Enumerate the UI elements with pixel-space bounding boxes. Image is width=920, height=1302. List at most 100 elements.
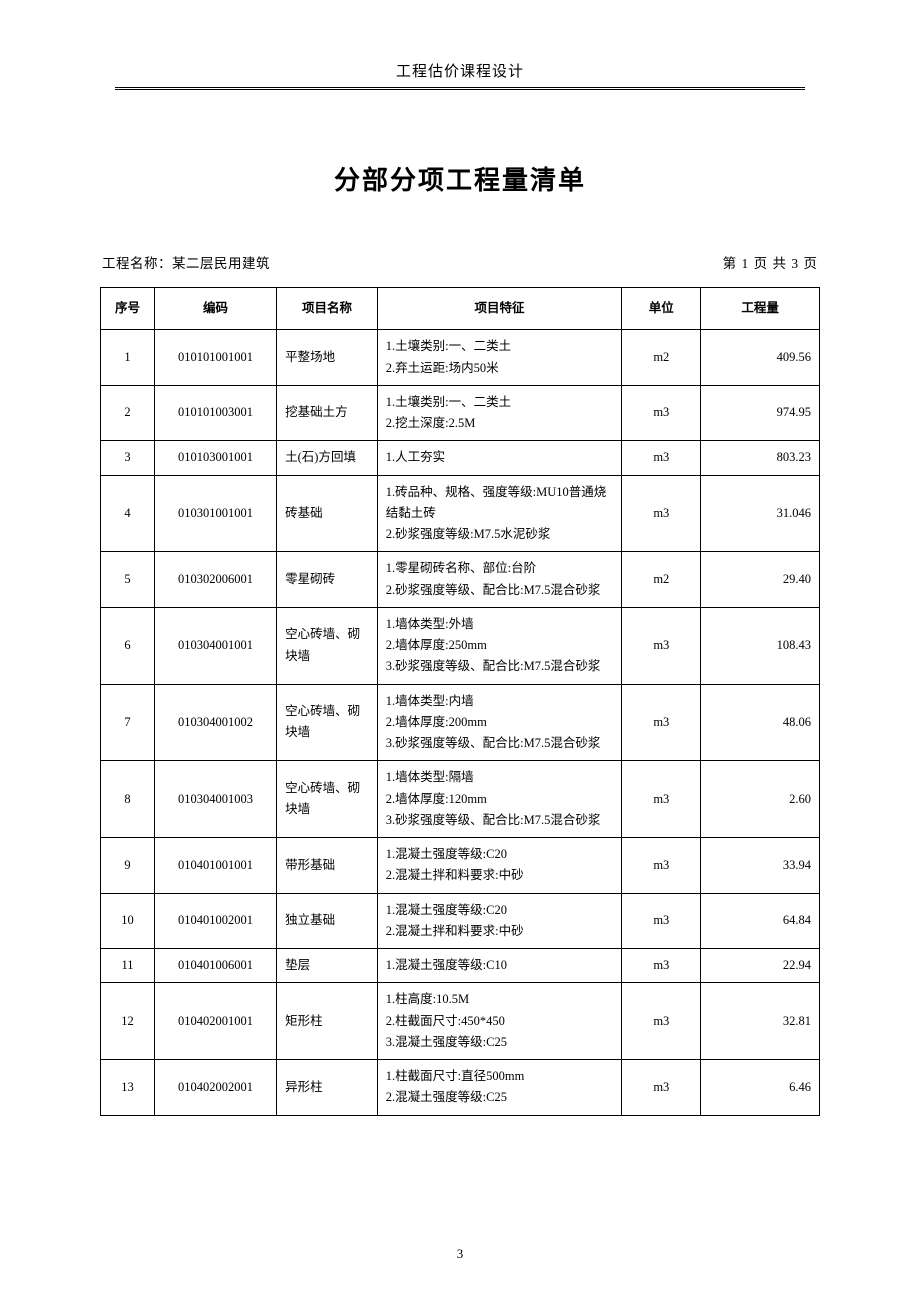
cell-unit: m3 <box>622 684 701 761</box>
cell-qty: 33.94 <box>701 838 820 894</box>
col-header-seq: 序号 <box>101 288 155 330</box>
project-name-label: 工程名称：某二层民用建筑 <box>102 252 270 272</box>
header-title: 工程估价课程设计 <box>396 60 524 87</box>
cell-name: 异形柱 <box>277 1060 378 1116</box>
cell-code: 010101001001 <box>154 330 276 386</box>
cell-unit: m3 <box>622 385 701 441</box>
bill-of-quantities-table: 序号 编码 项目名称 项目特征 单位 工程量 1010101001001平整场地… <box>100 287 820 1116</box>
cell-code: 010101003001 <box>154 385 276 441</box>
cell-unit: m3 <box>622 1060 701 1116</box>
cell-seq: 10 <box>101 893 155 949</box>
cell-code: 010304001003 <box>154 761 276 838</box>
cell-seq: 2 <box>101 385 155 441</box>
cell-code: 010304001002 <box>154 684 276 761</box>
cell-qty: 22.94 <box>701 949 820 983</box>
cell-seq: 11 <box>101 949 155 983</box>
cell-feature: 1.人工夯实 <box>377 441 621 475</box>
cell-name: 空心砖墙、砌块墙 <box>277 607 378 684</box>
cell-code: 010401006001 <box>154 949 276 983</box>
cell-code: 010103001001 <box>154 441 276 475</box>
cell-seq: 6 <box>101 607 155 684</box>
cell-feature: 1.混凝土强度等级:C10 <box>377 949 621 983</box>
cell-seq: 3 <box>101 441 155 475</box>
cell-qty: 29.40 <box>701 552 820 608</box>
cell-seq: 12 <box>101 983 155 1060</box>
cell-seq: 9 <box>101 838 155 894</box>
table-row: 3010103001001土(石)方回填1.人工夯实m3803.23 <box>101 441 820 475</box>
cell-feature: 1.柱高度:10.5M 2.柱截面尺寸:450*450 3.混凝土强度等级:C2… <box>377 983 621 1060</box>
table-row: 5010302006001零星砌砖1.零星砌砖名称、部位:台阶 2.砂浆强度等级… <box>101 552 820 608</box>
cell-seq: 5 <box>101 552 155 608</box>
col-header-unit: 单位 <box>622 288 701 330</box>
page-header: 工程估价课程设计 <box>100 60 820 90</box>
table-row: 9010401001001带形基础1.混凝土强度等级:C20 2.混凝土拌和料要… <box>101 838 820 894</box>
cell-name: 砖基础 <box>277 475 378 552</box>
cell-unit: m2 <box>622 552 701 608</box>
cell-unit: m3 <box>622 893 701 949</box>
cell-seq: 1 <box>101 330 155 386</box>
cell-qty: 31.046 <box>701 475 820 552</box>
cell-feature: 1.墙体类型:外墙 2.墙体厚度:250mm 3.砂浆强度等级、配合比:M7.5… <box>377 607 621 684</box>
cell-qty: 48.06 <box>701 684 820 761</box>
cell-name: 土(石)方回填 <box>277 441 378 475</box>
cell-unit: m2 <box>622 330 701 386</box>
cell-feature: 1.墙体类型:内墙 2.墙体厚度:200mm 3.砂浆强度等级、配合比:M7.5… <box>377 684 621 761</box>
cell-unit: m3 <box>622 838 701 894</box>
col-header-code: 编码 <box>154 288 276 330</box>
document-title: 分部分项工程量清单 <box>100 160 820 197</box>
cell-qty: 6.46 <box>701 1060 820 1116</box>
cell-name: 平整场地 <box>277 330 378 386</box>
cell-unit: m3 <box>622 607 701 684</box>
cell-qty: 803.23 <box>701 441 820 475</box>
cell-seq: 8 <box>101 761 155 838</box>
project-label: 工程名称： <box>102 256 172 271</box>
cell-name: 带形基础 <box>277 838 378 894</box>
cell-code: 010304001001 <box>154 607 276 684</box>
cell-qty: 64.84 <box>701 893 820 949</box>
page-container: 工程估价课程设计 分部分项工程量清单 工程名称：某二层民用建筑 第 1 页 共 … <box>0 0 920 1156</box>
col-header-name: 项目名称 <box>277 288 378 330</box>
table-row: 1010101001001平整场地1.土壤类别:一、二类土 2.弃土运距:场内5… <box>101 330 820 386</box>
table-body: 1010101001001平整场地1.土壤类别:一、二类土 2.弃土运距:场内5… <box>101 330 820 1115</box>
cell-feature: 1.砖品种、规格、强度等级:MU10普通烧结黏土砖 2.砂浆强度等级:M7.5水… <box>377 475 621 552</box>
cell-unit: m3 <box>622 949 701 983</box>
table-row: 6010304001001空心砖墙、砌块墙1.墙体类型:外墙 2.墙体厚度:25… <box>101 607 820 684</box>
cell-feature: 1.墙体类型:隔墙 2.墙体厚度:120mm 3.砂浆强度等级、配合比:M7.5… <box>377 761 621 838</box>
table-row: 13010402002001异形柱1.柱截面尺寸:直径500mm 2.混凝土强度… <box>101 1060 820 1116</box>
cell-name: 垫层 <box>277 949 378 983</box>
table-row: 7010304001002空心砖墙、砌块墙1.墙体类型:内墙 2.墙体厚度:20… <box>101 684 820 761</box>
cell-unit: m3 <box>622 761 701 838</box>
cell-code: 010302006001 <box>154 552 276 608</box>
cell-qty: 32.81 <box>701 983 820 1060</box>
cell-name: 空心砖墙、砌块墙 <box>277 761 378 838</box>
cell-code: 010401001001 <box>154 838 276 894</box>
cell-feature: 1.土壤类别:一、二类土 2.挖土深度:2.5M <box>377 385 621 441</box>
cell-qty: 2.60 <box>701 761 820 838</box>
table-row: 8010304001003空心砖墙、砌块墙1.墙体类型:隔墙 2.墙体厚度:12… <box>101 761 820 838</box>
cell-feature: 1.混凝土强度等级:C20 2.混凝土拌和料要求:中砂 <box>377 893 621 949</box>
cell-name: 空心砖墙、砌块墙 <box>277 684 378 761</box>
cell-feature: 1.土壤类别:一、二类土 2.弃土运距:场内50米 <box>377 330 621 386</box>
col-header-qty: 工程量 <box>701 288 820 330</box>
cell-feature: 1.混凝土强度等级:C20 2.混凝土拌和料要求:中砂 <box>377 838 621 894</box>
cell-name: 挖基础土方 <box>277 385 378 441</box>
table-row: 11010401006001垫层1.混凝土强度等级:C10m322.94 <box>101 949 820 983</box>
table-row: 10010401002001独立基础1.混凝土强度等级:C20 2.混凝土拌和料… <box>101 893 820 949</box>
cell-code: 010402001001 <box>154 983 276 1060</box>
project-name: 某二层民用建筑 <box>172 256 270 271</box>
cell-seq: 4 <box>101 475 155 552</box>
cell-qty: 974.95 <box>701 385 820 441</box>
header-underline-top <box>115 87 805 88</box>
cell-name: 矩形柱 <box>277 983 378 1060</box>
col-header-feature: 项目特征 <box>377 288 621 330</box>
cell-name: 独立基础 <box>277 893 378 949</box>
cell-feature: 1.零星砌砖名称、部位:台阶 2.砂浆强度等级、配合比:M7.5混合砂浆 <box>377 552 621 608</box>
table-row: 4010301001001砖基础1.砖品种、规格、强度等级:MU10普通烧结黏土… <box>101 475 820 552</box>
cell-name: 零星砌砖 <box>277 552 378 608</box>
cell-unit: m3 <box>622 983 701 1060</box>
cell-code: 010401002001 <box>154 893 276 949</box>
cell-code: 010301001001 <box>154 475 276 552</box>
cell-code: 010402002001 <box>154 1060 276 1116</box>
cell-qty: 409.56 <box>701 330 820 386</box>
cell-qty: 108.43 <box>701 607 820 684</box>
